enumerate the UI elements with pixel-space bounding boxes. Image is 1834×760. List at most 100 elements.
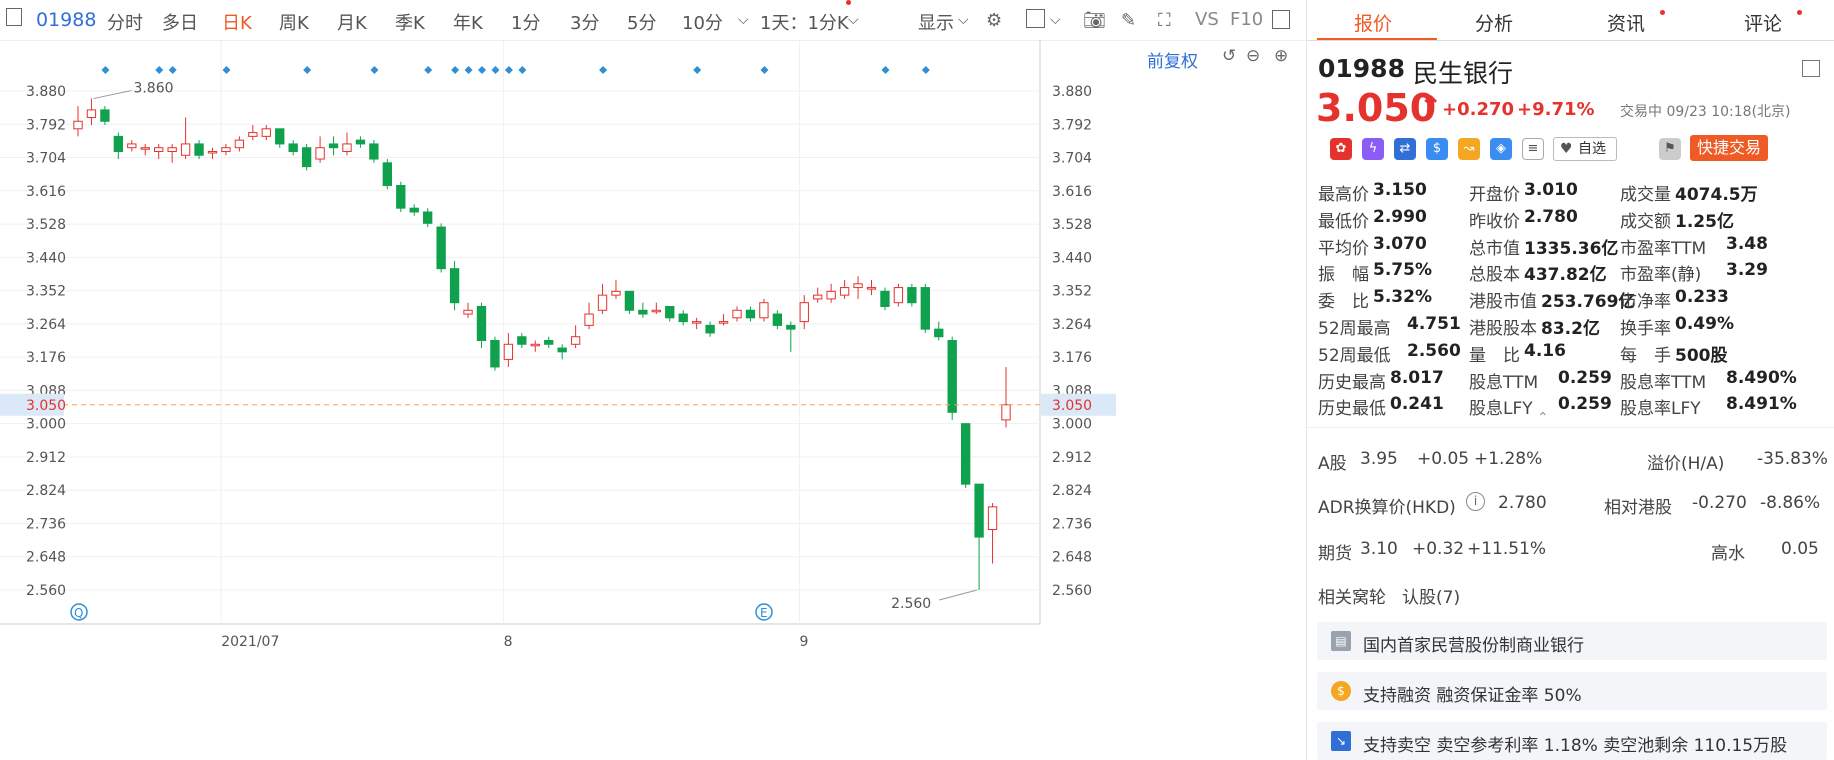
shuffle-icon[interactable]: ⇄ — [1394, 138, 1416, 160]
candle-body — [342, 143, 352, 152]
y-tick-label-right: 3.352 — [1052, 284, 1092, 300]
tab-quarterly-k[interactable]: 季K — [395, 13, 425, 34]
y-tick-label: 3.264 — [26, 317, 66, 333]
trend-icon[interactable]: ↝ — [1458, 138, 1480, 160]
candle-body — [288, 143, 298, 152]
interval-selector[interactable]: 1天：1分K — [760, 13, 849, 34]
indicator-chevron-icon[interactable]: ⌵ — [1050, 12, 1061, 28]
relative-change: -0.270 — [1692, 493, 1747, 513]
high-annotation-line — [93, 90, 132, 100]
display-chevron-icon[interactable]: ⌵ — [958, 12, 969, 28]
panel-toggle-icon[interactable] — [6, 8, 22, 26]
candle-body — [127, 143, 137, 149]
quote-field-label: 股息TTM — [1469, 372, 1539, 393]
quote-field-value: 83.2亿 — [1541, 319, 1600, 339]
y-tick-label-right: 2.560 — [1052, 583, 1092, 599]
y-tick-label-right: 3.528 — [1052, 217, 1092, 233]
price-change-pct: +9.71% — [1517, 99, 1595, 120]
tab-intraday[interactable]: 分时 — [107, 13, 143, 34]
event-marker — [881, 66, 890, 74]
f10-button[interactable]: F10 — [1230, 9, 1264, 30]
interval-chevron-icon[interactable]: ⌵ — [848, 12, 859, 28]
tab-news[interactable]: 资讯 — [1607, 13, 1646, 35]
tab-5min[interactable]: 5分 — [627, 13, 657, 34]
pen-icon[interactable]: ✎ — [1121, 10, 1137, 31]
candle-body — [624, 290, 635, 311]
candlestick-chart[interactable]: 3.880 3.880 3.792 3.792 3.704 3.704 3.616 3.616… — [0, 40, 1306, 760]
tab-yearly-k[interactable]: 年K — [453, 13, 483, 34]
quote-field-label: 市净率 — [1620, 292, 1671, 313]
tab-1min[interactable]: 1分 — [511, 13, 541, 34]
notes-icon[interactable] — [1802, 60, 1820, 77]
event-marker — [518, 66, 527, 74]
candle-body — [207, 150, 218, 154]
tab-monthly-k[interactable]: 月K — [337, 13, 367, 34]
tab-3min[interactable]: 3分 — [570, 13, 600, 34]
indicator-box-icon[interactable] — [1026, 9, 1045, 28]
display-menu[interactable]: 显示 — [918, 13, 954, 34]
y-tick-label-right: 3.880 — [1052, 84, 1092, 100]
add-watchlist-button[interactable]: ♥ 自选 — [1553, 137, 1617, 161]
undo-icon[interactable]: ↺ — [1222, 46, 1237, 66]
restore-rights-button[interactable]: 前复权 — [1147, 52, 1198, 72]
q-marker-letter: Q — [74, 606, 83, 620]
candle-body — [100, 109, 110, 122]
ashare-label: A股 — [1318, 454, 1347, 474]
camera-icon[interactable]: 📷︎ — [1083, 10, 1106, 31]
zoom-in-icon[interactable]: ⊕ — [1274, 46, 1289, 66]
quote-field-label: 换手率 — [1620, 319, 1671, 339]
x-tick-label: 8 — [504, 634, 513, 650]
candle-body — [73, 120, 83, 130]
compare-vs-button[interactable]: VS — [1195, 9, 1219, 30]
price-change: +0.270 — [1442, 99, 1515, 120]
tab-analysis[interactable]: 分析 — [1475, 13, 1514, 35]
zoom-out-icon[interactable]: ⊖ — [1246, 46, 1261, 66]
candle-body — [772, 313, 783, 326]
candle-body — [557, 347, 567, 353]
tag-icon[interactable]: ◈ — [1490, 138, 1512, 160]
warrants-link[interactable]: 认股(7) — [1402, 588, 1461, 608]
candle-body — [544, 340, 554, 345]
event-marker — [921, 66, 930, 74]
quote-field-label: 量 比 — [1469, 345, 1520, 366]
dollar-icon[interactable]: $ — [1426, 138, 1448, 160]
side-panel-icon[interactable] — [1272, 10, 1290, 29]
quick-trade-button[interactable]: 快捷交易 — [1690, 135, 1768, 161]
adr-label: ADR换算价(HKD) — [1318, 498, 1456, 518]
period-dropdown-chevron-icon[interactable]: ⌵ — [738, 12, 749, 28]
tab-quote[interactable]: 报价 — [1354, 13, 1393, 35]
candle-body — [732, 309, 742, 319]
candle-body — [960, 423, 971, 485]
tab-10min[interactable]: 10分 — [682, 13, 723, 34]
settings-gear-icon[interactable]: ⚙ — [986, 10, 1003, 31]
quote-field-label: 总股本 — [1469, 265, 1520, 286]
candle-body — [880, 290, 890, 307]
fullscreen-icon[interactable]: ⛶ — [1158, 10, 1171, 31]
candle-body — [1001, 404, 1011, 421]
candle-body — [140, 147, 150, 150]
book-icon: ▤ — [1331, 631, 1351, 651]
y-tick-label-right: 2.736 — [1052, 516, 1092, 532]
candle-body — [611, 290, 621, 296]
tab-weekly-k[interactable]: 周K — [279, 13, 309, 34]
tab-comments[interactable]: 评论 — [1744, 13, 1783, 35]
candle-body — [853, 283, 863, 289]
quote-tabs: 报价 分析 资讯 评论 — [1307, 0, 1834, 41]
tab-daily-k[interactable]: 日K — [222, 13, 252, 34]
event-marker — [451, 66, 460, 74]
adr-price: 2.780 — [1498, 493, 1547, 513]
candle-body — [275, 128, 285, 145]
quote-field-value: 5.32% — [1373, 287, 1432, 308]
quote-field-value: 8.017 — [1390, 367, 1444, 388]
tab-multi-day[interactable]: 多日 — [162, 13, 198, 34]
info-icon[interactable]: i — [1466, 492, 1485, 511]
hk-flag-icon[interactable]: ✿ — [1330, 138, 1352, 160]
quote-field-value: 3.070 — [1373, 233, 1427, 254]
collapse-chevron-icon[interactable]: ⌃ — [1537, 410, 1549, 426]
y-tick-label-right: 2.648 — [1052, 550, 1092, 566]
alert-bell-icon[interactable]: ⚑ — [1659, 138, 1681, 160]
document-icon[interactable]: ≡ — [1522, 138, 1544, 160]
flash-icon[interactable]: ϟ — [1362, 138, 1384, 160]
y-tick-label-right: 3.616 — [1052, 184, 1092, 200]
y-tick-label-right: 3.000 — [1052, 417, 1092, 433]
